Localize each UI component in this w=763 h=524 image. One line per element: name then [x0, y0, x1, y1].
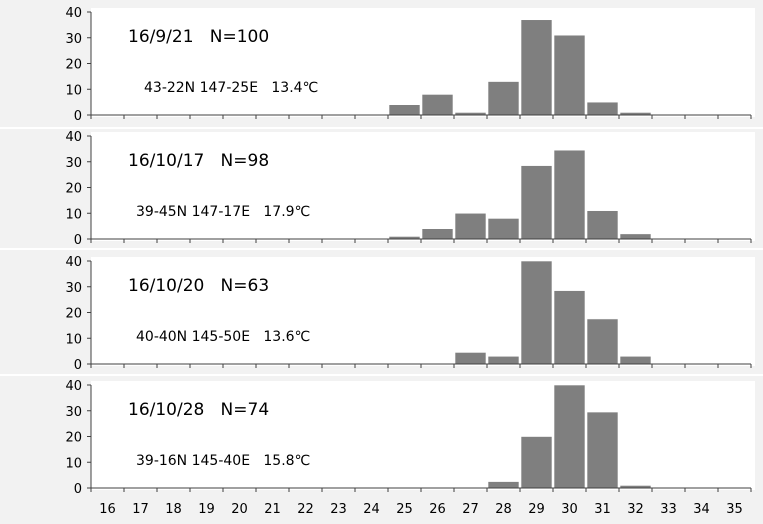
histogram-bar [553, 34, 586, 116]
y-tick-label: 0 [74, 358, 82, 373]
x-tick-label: 19 [198, 502, 215, 517]
histogram-bar [388, 104, 421, 116]
x-tick-label: 26 [429, 502, 446, 517]
x-tick-label: 34 [693, 502, 710, 517]
histogram-bar [487, 81, 520, 116]
panel-title: 16/10/17 N=98 [128, 151, 269, 171]
histogram-bar [619, 355, 652, 365]
x-tick-label: 24 [363, 502, 380, 517]
x-tick-label: 28 [495, 502, 512, 517]
shared-x-axis: 16 17 18 19 20 21 22 23 24 25 26 27 28 29 30 31 32 33 34 35 [99, 502, 743, 517]
histogram-bar [586, 318, 619, 365]
histogram-panel: 0 10 20 30 40 16/10/20 N=63 40-40N 145-50E 13.… [0, 250, 763, 374]
y-tick-label: 10 [65, 332, 82, 347]
y-tick-label: 40 [65, 6, 82, 21]
y-tick-label: 0 [74, 482, 82, 497]
y-tick-label: 30 [65, 405, 82, 420]
x-tick-label: 20 [231, 502, 248, 517]
y-tick-label: 40 [65, 130, 82, 145]
y-tick-label: 20 [65, 431, 82, 446]
x-tick-label: 16 [99, 502, 116, 517]
x-tick-label: 35 [726, 502, 743, 517]
x-tick-label: 29 [528, 502, 545, 517]
histogram-bar [520, 165, 553, 240]
panel-title: 16/10/28 N=74 [128, 400, 269, 420]
y-tick-label: 30 [65, 281, 82, 296]
histogram-panel: 0 10 20 30 40 16/10/28 N=74 39-16N 145-40E 15.… [0, 376, 763, 524]
x-tick-label: 21 [264, 502, 281, 517]
histogram-bar [454, 212, 487, 240]
y-tick-label: 40 [65, 379, 82, 394]
y-tick-label: 0 [74, 109, 82, 124]
histogram-bar [553, 149, 586, 240]
x-tick-label: 32 [627, 502, 644, 517]
x-tick-label: 23 [330, 502, 347, 517]
x-tick-label: 17 [132, 502, 149, 517]
x-tick-label: 22 [297, 502, 314, 517]
y-tick-label: 30 [65, 156, 82, 171]
y-tick-label: 10 [65, 83, 82, 98]
histogram-bar [586, 210, 619, 240]
x-tick-label: 30 [561, 502, 578, 517]
plot-area [91, 381, 755, 490]
y-tick-label: 0 [74, 233, 82, 248]
panel-station-info: 40-40N 145-50E 13.6℃ [136, 329, 310, 345]
y-tick-label: 30 [65, 32, 82, 47]
panel-station-info: 39-45N 147-17E 17.9℃ [136, 204, 310, 220]
y-tick-label: 20 [65, 182, 82, 197]
histogram-bar [553, 384, 586, 489]
histogram-bar [520, 436, 553, 489]
y-tick-label: 40 [65, 255, 82, 270]
histogram-bar [487, 218, 520, 240]
plot-area [91, 132, 755, 241]
histogram-bar [520, 19, 553, 116]
x-tick-label: 18 [165, 502, 182, 517]
y-tick-label: 20 [65, 58, 82, 73]
histogram-bar [487, 355, 520, 365]
histogram-panel: 0 10 20 30 40 16/9/21 N=100 43-22N 147-25E 13.… [0, 0, 763, 127]
y-tick-label: 10 [65, 456, 82, 471]
y-tick-label: 10 [65, 207, 82, 222]
histogram-bar [421, 94, 454, 116]
histogram-bar [454, 352, 487, 365]
histogram-panel: 0 10 20 30 40 16/10/17 N=98 39-45N 147-17E 17.… [0, 129, 763, 248]
histogram-bar [619, 233, 652, 240]
histogram-bar [520, 260, 553, 365]
plot-area [91, 257, 755, 366]
panel-title: 16/9/21 N=100 [128, 27, 269, 47]
histogram-bar [586, 411, 619, 489]
panel-station-info: 39-16N 145-40E 15.8℃ [136, 453, 310, 469]
histogram-bar [487, 481, 520, 489]
panel-title: 16/10/20 N=63 [128, 276, 269, 296]
x-tick-label: 31 [594, 502, 611, 517]
histogram-bar [586, 101, 619, 116]
x-tick-label: 25 [396, 502, 413, 517]
panel-station-info: 43-22N 147-25E 13.4℃ [144, 80, 318, 96]
y-tick-label: 20 [65, 307, 82, 322]
x-tick-label: 33 [660, 502, 677, 517]
histogram-bar [553, 290, 586, 365]
x-tick-label: 27 [462, 502, 479, 517]
histogram-bar [421, 228, 454, 240]
